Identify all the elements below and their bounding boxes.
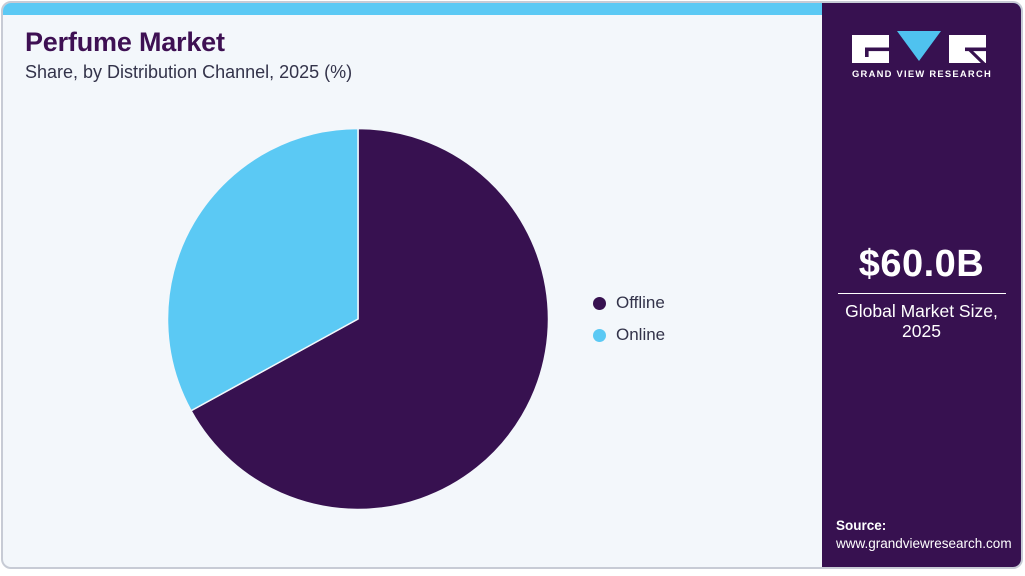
page-title: Perfume Market <box>25 27 225 57</box>
source-url-link[interactable]: www.grandviewresearch.com <box>836 536 1012 551</box>
top-accent-bar <box>3 3 1021 15</box>
pie-chart-svg <box>166 127 550 511</box>
market-size-value: $60.0B <box>858 243 985 285</box>
market-size-block: $60.0B Global Market Size, 2025 <box>822 243 1021 341</box>
legend-item-offline: Offline <box>593 292 665 314</box>
legend-label-online: Online <box>616 325 666 344</box>
legend-item-online: Online <box>593 324 665 346</box>
grand-view-research-logo-icon: GRAND VIEW RESEARCH <box>851 31 992 79</box>
sidebar: GRAND VIEW RESEARCH $60.0B Global Market… <box>822 3 1021 567</box>
pie-slice-offline <box>190 127 550 511</box>
source-block: Source: www.grandviewresearch.com <box>836 518 1012 553</box>
market-size-label-line2: 2025 <box>902 321 941 341</box>
market-size-divider <box>837 293 1006 294</box>
pie-slice-online <box>166 127 359 412</box>
source-label: Source: <box>836 518 887 533</box>
legend-dot-online-icon <box>593 328 606 342</box>
pie-chart <box>156 117 560 521</box>
market-size-label-line1: Global Market Size, <box>845 301 998 321</box>
chart-legend: Offline Online <box>593 292 665 356</box>
legend-dot-offline-icon <box>593 296 606 310</box>
legend-label-offline: Offline <box>616 293 665 312</box>
logo-brand-text: GRAND VIEW RESEARCH <box>852 69 992 79</box>
page-subtitle: Share, by Distribution Channel, 2025 (%) <box>25 62 353 82</box>
